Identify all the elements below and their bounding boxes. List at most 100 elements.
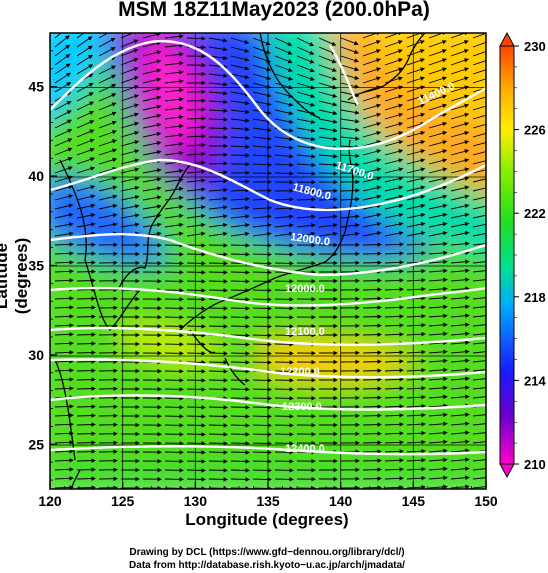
- wind-arrow: [318, 118, 338, 124]
- wind-arrow: [274, 205, 294, 211]
- wind-arrow: [252, 468, 272, 473]
- wind-arrow: [472, 387, 486, 390]
- wind-arrow: [98, 139, 117, 147]
- wind-arrow: [450, 58, 469, 66]
- x-tick-label: 150: [474, 493, 498, 509]
- wind-arrow: [296, 37, 315, 47]
- wind-arrow: [252, 153, 272, 159]
- wind-arrow: [54, 53, 71, 66]
- wind-arrow: [384, 158, 404, 165]
- wind-arrow: [406, 475, 426, 481]
- wind-arrow: [54, 368, 74, 373]
- wind-arrow: [274, 145, 294, 150]
- wind-arrow: [428, 466, 448, 472]
- wind-arrow: [54, 110, 72, 120]
- wind-arrow: [54, 449, 74, 454]
- wind-arrow: [230, 270, 250, 275]
- wind-arrow: [230, 127, 250, 132]
- y-tick-label: 40: [28, 168, 44, 184]
- wind-arrow: [472, 105, 486, 111]
- wind-arrow: [362, 158, 382, 165]
- wind-arrow: [384, 76, 403, 84]
- wind-arrow: [340, 188, 360, 193]
- wind-arrow: [98, 194, 118, 201]
- wind-arrow: [406, 49, 425, 57]
- x-tick-label: 140: [329, 493, 353, 509]
- wind-arrow: [186, 432, 206, 437]
- wind-arrow: [252, 324, 272, 329]
- wind-arrow: [76, 386, 96, 391]
- wind-arrow: [164, 213, 184, 219]
- wind-arrow: [318, 223, 338, 228]
- wind-arrow: [142, 140, 162, 147]
- wind-arrow: [252, 459, 272, 464]
- wind-arrow: [384, 404, 404, 409]
- wind-arrow: [450, 385, 470, 390]
- wind-arrow: [230, 37, 250, 45]
- wind-arrow: [274, 37, 293, 46]
- wind-arrow: [362, 167, 382, 174]
- wind-arrow: [274, 154, 294, 159]
- wind-arrow: [230, 414, 250, 419]
- wind-arrow: [428, 140, 448, 147]
- wind-arrow: [384, 377, 404, 382]
- wind-arrow: [186, 222, 206, 228]
- wind-arrow: [252, 55, 271, 63]
- wind-arrow: [406, 112, 426, 120]
- wind-arrow: [362, 121, 382, 129]
- wind-arrow: [76, 101, 95, 111]
- wind-arrow: [54, 458, 74, 463]
- wind-arrow: [54, 82, 72, 93]
- wind-arrow: [384, 40, 403, 48]
- wind-arrow: [362, 185, 382, 192]
- wind-arrow: [98, 213, 118, 219]
- wind-arrow: [208, 378, 228, 383]
- wind-arrow: [186, 178, 206, 183]
- wind-arrow: [428, 457, 448, 463]
- wind-arrow: [318, 37, 337, 46]
- wind-arrow: [54, 33, 62, 39]
- wind-arrow: [362, 242, 382, 247]
- wind-arrow: [54, 222, 74, 228]
- wind-arrow: [450, 358, 470, 363]
- wind-arrow: [406, 412, 426, 418]
- wind-arrow: [428, 203, 448, 210]
- wind-arrow: [120, 130, 140, 138]
- colorbar-min-triangle: [499, 463, 515, 479]
- wind-arrow: [54, 184, 74, 192]
- wind-arrow: [450, 167, 470, 174]
- wind-arrow: [428, 322, 448, 328]
- wind-arrow: [208, 161, 228, 166]
- wind-arrow: [164, 88, 184, 93]
- wind-arrow: [252, 145, 272, 150]
- wind-arrow: [120, 204, 140, 210]
- wind-arrow: [450, 194, 470, 201]
- wind-arrow: [142, 113, 162, 120]
- wind-arrow: [296, 162, 316, 168]
- wind-arrow: [472, 178, 486, 183]
- wind-arrow: [274, 55, 293, 64]
- wind-arrow: [472, 67, 486, 75]
- wind-arrow: [76, 413, 96, 418]
- wind-arrow: [142, 104, 162, 111]
- wind-arrow: [252, 136, 272, 141]
- colorbar-max-triangle: [499, 31, 515, 47]
- wind-arrow: [296, 82, 316, 90]
- wind-arrow: [406, 85, 426, 93]
- wind-arrow: [362, 40, 381, 48]
- data-credit: Data from http://database.rish.kyoto−u.a…: [129, 560, 405, 571]
- wind-arrow: [252, 423, 272, 428]
- wind-arrow: [384, 194, 404, 201]
- wind-arrow: [428, 85, 448, 93]
- wind-arrow: [428, 76, 447, 84]
- wind-arrow: [186, 423, 206, 428]
- wind-arrow: [428, 176, 448, 183]
- wind-arrow: [164, 97, 184, 102]
- wind-arrow: [340, 91, 360, 98]
- wind-arrow: [450, 112, 470, 120]
- wind-arrow: [362, 67, 381, 75]
- colorbar-tick-label: 214: [524, 373, 546, 388]
- wind-arrow: [208, 37, 228, 43]
- wind-arrow: [230, 279, 250, 284]
- wind-arrow: [76, 222, 96, 228]
